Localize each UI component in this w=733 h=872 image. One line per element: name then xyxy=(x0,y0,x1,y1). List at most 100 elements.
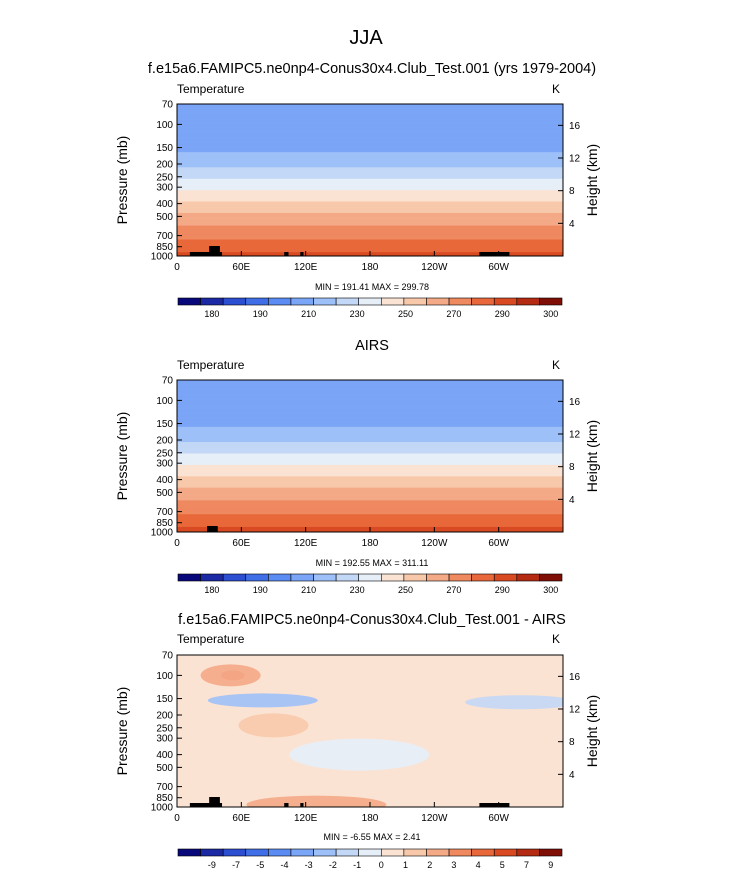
level-band xyxy=(177,499,563,501)
level-band xyxy=(177,150,563,153)
height-tick-label: 8 xyxy=(569,737,575,748)
level-band xyxy=(177,168,563,171)
level-band xyxy=(177,233,563,236)
y-tick-label: 700 xyxy=(156,782,173,793)
level-band xyxy=(177,416,563,419)
y-tick-label: 70 xyxy=(162,100,174,111)
colorbar-label: 300 xyxy=(543,309,558,319)
colorbar-swatch xyxy=(516,573,540,582)
level-band xyxy=(177,225,563,228)
level-band xyxy=(177,143,563,146)
panel-title-obs: AIRS xyxy=(355,338,389,354)
level-band xyxy=(177,395,563,398)
variable-label-model: Temperature xyxy=(177,82,245,96)
level-band xyxy=(177,439,563,442)
level-band xyxy=(177,180,563,182)
level-band xyxy=(177,114,563,116)
colorbar-swatch xyxy=(539,297,563,306)
level-band xyxy=(177,400,563,403)
topography-block xyxy=(284,803,289,807)
level-band xyxy=(177,206,563,209)
level-band xyxy=(177,219,563,222)
colorbar-label: 1 xyxy=(403,860,408,870)
level-band xyxy=(177,142,563,144)
colorbar-swatch xyxy=(245,297,269,306)
x-tick-label: 120E xyxy=(294,813,318,824)
x-tick-label: 180 xyxy=(362,813,379,824)
units-label-obs: K xyxy=(552,358,560,372)
colorbar-swatch xyxy=(380,848,405,857)
y-tick-label: 1000 xyxy=(151,252,174,263)
y-tick-label: 500 xyxy=(156,763,173,774)
level-band xyxy=(177,402,563,405)
level-band xyxy=(177,192,563,195)
level-band xyxy=(177,386,563,389)
level-band xyxy=(177,456,563,458)
colorbar-swatch xyxy=(493,297,518,306)
colorbar-label: 190 xyxy=(253,585,268,595)
y-axis-title-right: Height (km) xyxy=(584,420,600,492)
y-tick-label: 200 xyxy=(156,436,173,447)
level-band xyxy=(177,502,563,505)
y-tick-label: 300 xyxy=(156,734,173,745)
y-tick-label: 100 xyxy=(156,671,173,682)
level-band xyxy=(177,420,563,423)
x-tick-label: 0 xyxy=(174,538,180,549)
level-band xyxy=(177,221,563,224)
colorbar-label: 5 xyxy=(500,860,505,870)
level-band xyxy=(177,124,563,127)
level-band xyxy=(177,423,563,425)
level-band xyxy=(177,224,563,227)
level-band xyxy=(177,231,563,234)
level-band xyxy=(177,524,563,527)
level-band xyxy=(177,521,563,524)
level-band xyxy=(177,237,563,239)
level-band xyxy=(177,147,563,149)
level-band xyxy=(177,197,563,200)
level-band xyxy=(177,433,563,436)
level-band xyxy=(177,134,563,137)
colorbar-swatch xyxy=(222,848,247,857)
level-band xyxy=(177,382,563,385)
level-band xyxy=(177,181,563,184)
level-band xyxy=(177,106,563,109)
level-band xyxy=(177,202,563,205)
level-band xyxy=(177,418,563,420)
y-tick-label: 1000 xyxy=(151,528,174,539)
level-band xyxy=(177,440,563,443)
x-tick-label: 60E xyxy=(232,813,250,824)
colorbar-swatch xyxy=(268,848,292,857)
height-tick-label: 16 xyxy=(569,121,581,132)
topography-block xyxy=(300,252,304,256)
colorbar-label: -3 xyxy=(305,860,313,870)
level-band xyxy=(177,239,563,242)
level-band xyxy=(177,171,563,173)
colorbar-swatch xyxy=(268,297,292,306)
topography-block xyxy=(284,252,289,256)
colorbar-swatch xyxy=(245,573,269,582)
y-tick-label: 400 xyxy=(156,199,173,210)
height-tick-label: 8 xyxy=(569,462,575,473)
level-band xyxy=(177,396,563,399)
level-band xyxy=(177,457,563,460)
level-band xyxy=(177,458,563,461)
level-band xyxy=(177,514,563,517)
level-band xyxy=(177,116,563,119)
level-band xyxy=(177,380,563,382)
colorbar-swatch xyxy=(471,297,495,306)
colorbar-label: 210 xyxy=(301,585,316,595)
colorbar-swatch xyxy=(358,297,382,306)
level-band xyxy=(177,486,563,489)
level-band xyxy=(177,490,563,493)
level-band xyxy=(177,487,563,490)
level-band xyxy=(177,437,563,439)
colorbar-swatch xyxy=(335,297,360,306)
topography-block xyxy=(209,797,220,807)
variable-label-obs: Temperature xyxy=(177,358,245,372)
level-band xyxy=(177,195,563,198)
level-band xyxy=(177,139,563,142)
level-band xyxy=(177,485,563,487)
x-tick-label: 120W xyxy=(421,813,448,824)
x-tick-label: 60W xyxy=(488,538,509,549)
y-axis-title-right: Height (km) xyxy=(584,695,600,767)
